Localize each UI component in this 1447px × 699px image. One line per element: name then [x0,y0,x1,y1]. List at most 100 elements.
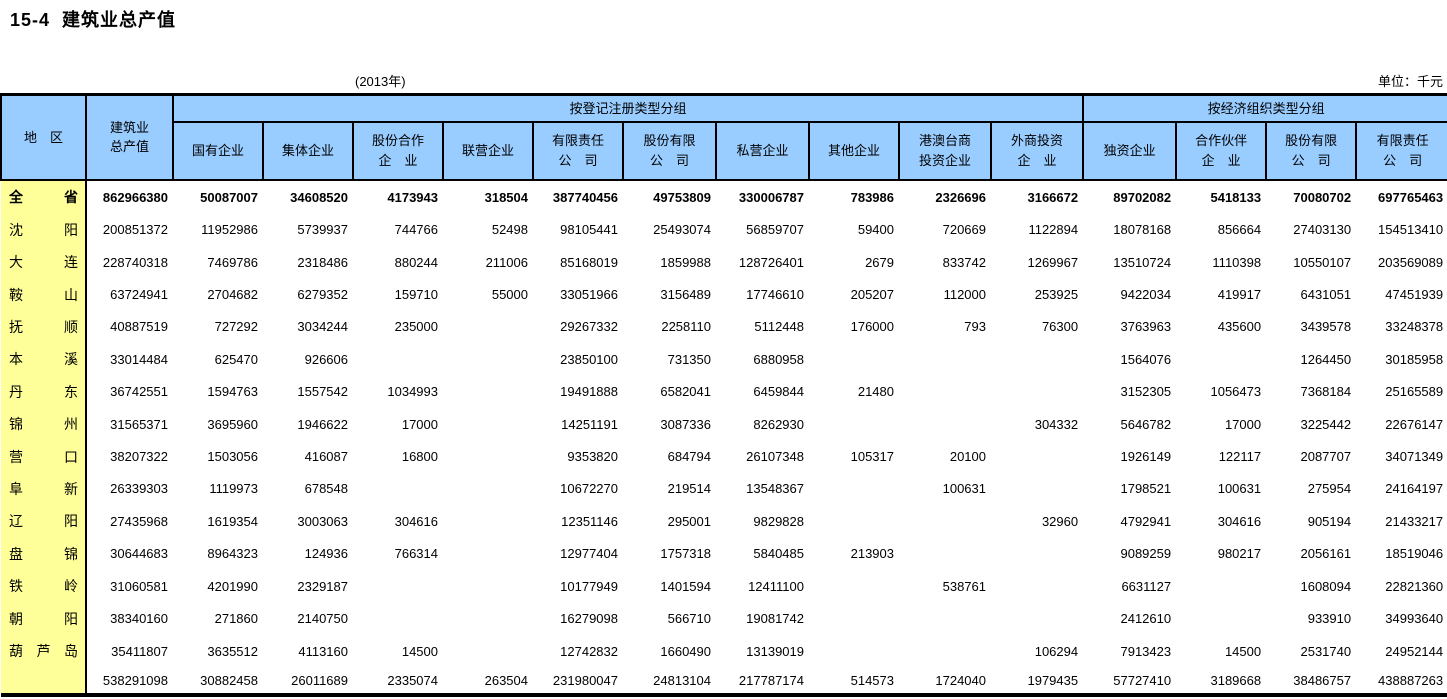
value-cell: 416087 [304,449,348,465]
table-row: 538291098 30882458 26011689 2335074 263504 23… [1,667,1447,695]
header-column-row: 国有企业 集体企业 股份合作 企 业 联营企业 有限责任 公 司 股份有限 公 … [1,120,1447,181]
page-title: 15-4 建筑业总产值 [10,10,177,30]
value-cell: 211006 [485,254,528,270]
value-cell: 263504 [484,672,528,688]
value-cell: 1594763 [207,384,258,400]
value-cell: 4113160 [298,643,348,659]
value-cell: 47451939 [1385,287,1444,303]
value-cell [443,635,533,667]
value-cell: 16800 [401,449,438,465]
value-cell: 76300 [1041,319,1079,335]
value-cell: 3695960 [207,416,258,432]
value-cell: 5840485 [753,546,804,562]
value-cell: 30644683 [110,546,168,562]
value-cell: 20100 [949,449,986,465]
table-row: 丹东 36742551 1594763 1557542 1034993 19491888 6… [1,375,1447,408]
value-cell: 387740456 [552,189,618,205]
value-cell: 3034244 [297,319,348,335]
table-row: 铁岭 31060581 4201990 2329187 10177949 1401594 1… [1,570,1447,603]
value-cell: 2329187 [297,578,348,594]
column-header-state-owned: 国有企业 [172,120,264,181]
table-row: 葫芦岛 35411807 3635512 4113160 14500 12742832 16… [1,634,1447,668]
value-cell: 905194 [1307,513,1352,529]
value-cell: 1608094 [1300,578,1352,594]
value-cell: 783986 [850,189,894,205]
value-cell: 18078168 [1113,222,1172,238]
value-cell [443,440,533,472]
value-cell: 3156489 [660,287,711,303]
table-row: 本溪 33014484 625470 926606 23850100 731350 6880… [1,343,1447,376]
value-cell [443,538,533,570]
region-cell: 大连 [1,245,87,279]
value-cell: 2087707 [1300,449,1352,465]
value-cell: 34993640 [1385,611,1444,627]
value-cell: 2326696 [935,189,986,205]
value-cell: 24813104 [653,672,711,688]
value-cell: 12411100 [748,578,804,594]
value-cell: 24952144 [1385,643,1444,659]
table-row: 全省 862966380 50087007 34608520 4173943 318504… [1,179,1447,214]
value-cell: 744766 [394,222,438,238]
column-header-share-holding: 股份有限 公 司 [622,120,717,181]
value-cell: 271860 [214,611,258,627]
value-cell: 159710 [394,287,438,303]
value-cell [899,538,991,570]
region-cell: 全省 [1,179,87,214]
value-cell [991,343,1083,375]
column-header-sole-proprietorship: 独资企业 [1082,120,1178,181]
region-cell: 本溪 [1,343,87,376]
table-row: 锦州 31565371 3695960 1946622 17000 14251191 308… [1,407,1447,441]
value-cell: 6459844 [753,384,804,400]
column-header-foreign-funded: 外商投资 企 业 [989,120,1085,181]
value-cell: 11952986 [201,222,258,238]
value-cell: 203569089 [1378,254,1444,270]
region-cell: 铁岭 [1,570,87,603]
value-cell: 438887263 [1378,672,1444,688]
table-row: 营口 38207322 1503056 416087 16800 9353820 68479… [1,440,1447,473]
value-cell: 1557542 [297,384,348,400]
value-cell: 25165589 [1385,384,1444,400]
value-cell: 1269967 [1027,254,1079,270]
value-cell: 435600 [1217,319,1262,335]
value-cell: 6431051 [1300,287,1352,303]
value-cell: 26339303 [110,481,168,497]
unit-note: 单位：千元 [1377,74,1443,89]
value-cell: 31060581 [110,578,168,594]
value-cell: 231980047 [552,672,618,688]
value-cell: 926606 [304,351,348,367]
value-cell: 5112448 [754,319,804,335]
value-cell: 727292 [214,319,258,335]
value-cell: 10177949 [560,578,618,594]
value-cell: 7368184 [1300,384,1352,400]
value-cell: 70080702 [1293,189,1352,205]
value-cell: 13548367 [746,481,804,497]
value-cell: 10672270 [560,481,618,497]
value-cell: 23850100 [560,351,618,367]
table-row: 沈阳 200851372 11952986 5739937 744766 52498 981… [1,213,1447,246]
value-cell: 2531740 [1300,643,1352,659]
value-cell: 205207 [850,287,894,303]
table-row: 盘锦 30644683 8964323 124936 766314 12977404 175… [1,537,1447,570]
value-cell: 176000 [850,319,894,335]
value-cell: 12742832 [560,643,618,659]
region-cell: 盘锦 [1,537,87,570]
column-header-private: 私营企业 [715,120,810,181]
value-cell: 19491888 [560,384,618,400]
value-cell: 228740318 [102,254,168,270]
column-header-share-holding-org: 股份有限 公 司 [1265,120,1358,181]
value-cell: 1119973 [209,481,258,497]
value-cell [899,635,991,667]
value-cell: 4201990 [207,578,258,594]
value-cell: 766314 [394,546,438,562]
value-cell: 3439578 [1300,319,1352,335]
value-cell: 17746610 [746,287,804,303]
value-cell: 1401594 [660,578,711,594]
value-cell: 538291098 [102,672,168,688]
group-header-economic-org-type: 按经济组织类型分组 [1082,93,1447,123]
value-cell: 59400 [857,222,894,238]
value-cell: 2679 [865,254,894,270]
value-cell: 1122894 [1028,222,1079,238]
value-cell: 4173943 [387,189,438,205]
region-cell [1,667,87,695]
value-cell [809,343,899,375]
